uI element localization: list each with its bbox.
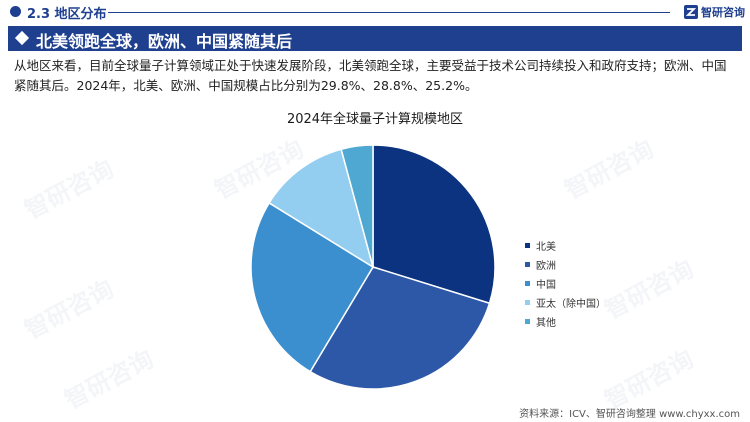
source-note: 资料来源：ICV、智研咨询整理 www.chyxx.com (519, 409, 740, 420)
section-title: 2.3 地区分布 (27, 7, 107, 22)
pie-slice-4 (268, 148, 375, 269)
legend-item: 亚太（除中国） (525, 293, 606, 312)
legend-item: 北美 (525, 236, 606, 255)
legend-label: 其他 (536, 318, 556, 329)
pie-slice-1 (372, 144, 496, 305)
legend-swatch (525, 281, 530, 286)
legend-label: 北美 (536, 242, 556, 253)
bullet-icon (10, 6, 21, 17)
banner-title: 北美领跑全球，欧洲、中国紧随其后 (36, 32, 293, 51)
pie-slice-3 (250, 201, 375, 373)
pie-slice-5 (340, 144, 374, 268)
chart-title: 2024年全球量子计算规模地区 (286, 112, 464, 127)
legend-item: 欧洲 (525, 255, 606, 274)
legend-swatch (525, 319, 530, 324)
brand-logo-icon (684, 5, 698, 19)
top-bar: 2.3 地区分布 智研咨询 (0, 0, 750, 24)
chart-legend: 北美欧洲中国亚太（除中国） 其他 (525, 236, 606, 331)
legend-label: 欧洲 (536, 261, 556, 272)
summary-paragraph: 从地区来看，目前全球量子计算领域正处于快速发展阶段，北美领跑全球，主要受益于技术… (14, 58, 727, 93)
legend-item: 中国 (525, 274, 606, 293)
legend-item: 其他 (525, 312, 606, 331)
brand: 智研咨询 (684, 4, 745, 20)
legend-swatch (525, 262, 530, 267)
brand-name: 智研咨询 (701, 6, 745, 19)
legend-swatch (525, 243, 530, 248)
header-rule (108, 12, 670, 13)
legend-label: 中国 (536, 280, 556, 291)
legend-swatch (525, 300, 530, 305)
title-banner: 北美领跑全球，欧洲、中国紧随其后 (8, 26, 742, 51)
legend-label: 亚太（除中国） (536, 299, 606, 310)
